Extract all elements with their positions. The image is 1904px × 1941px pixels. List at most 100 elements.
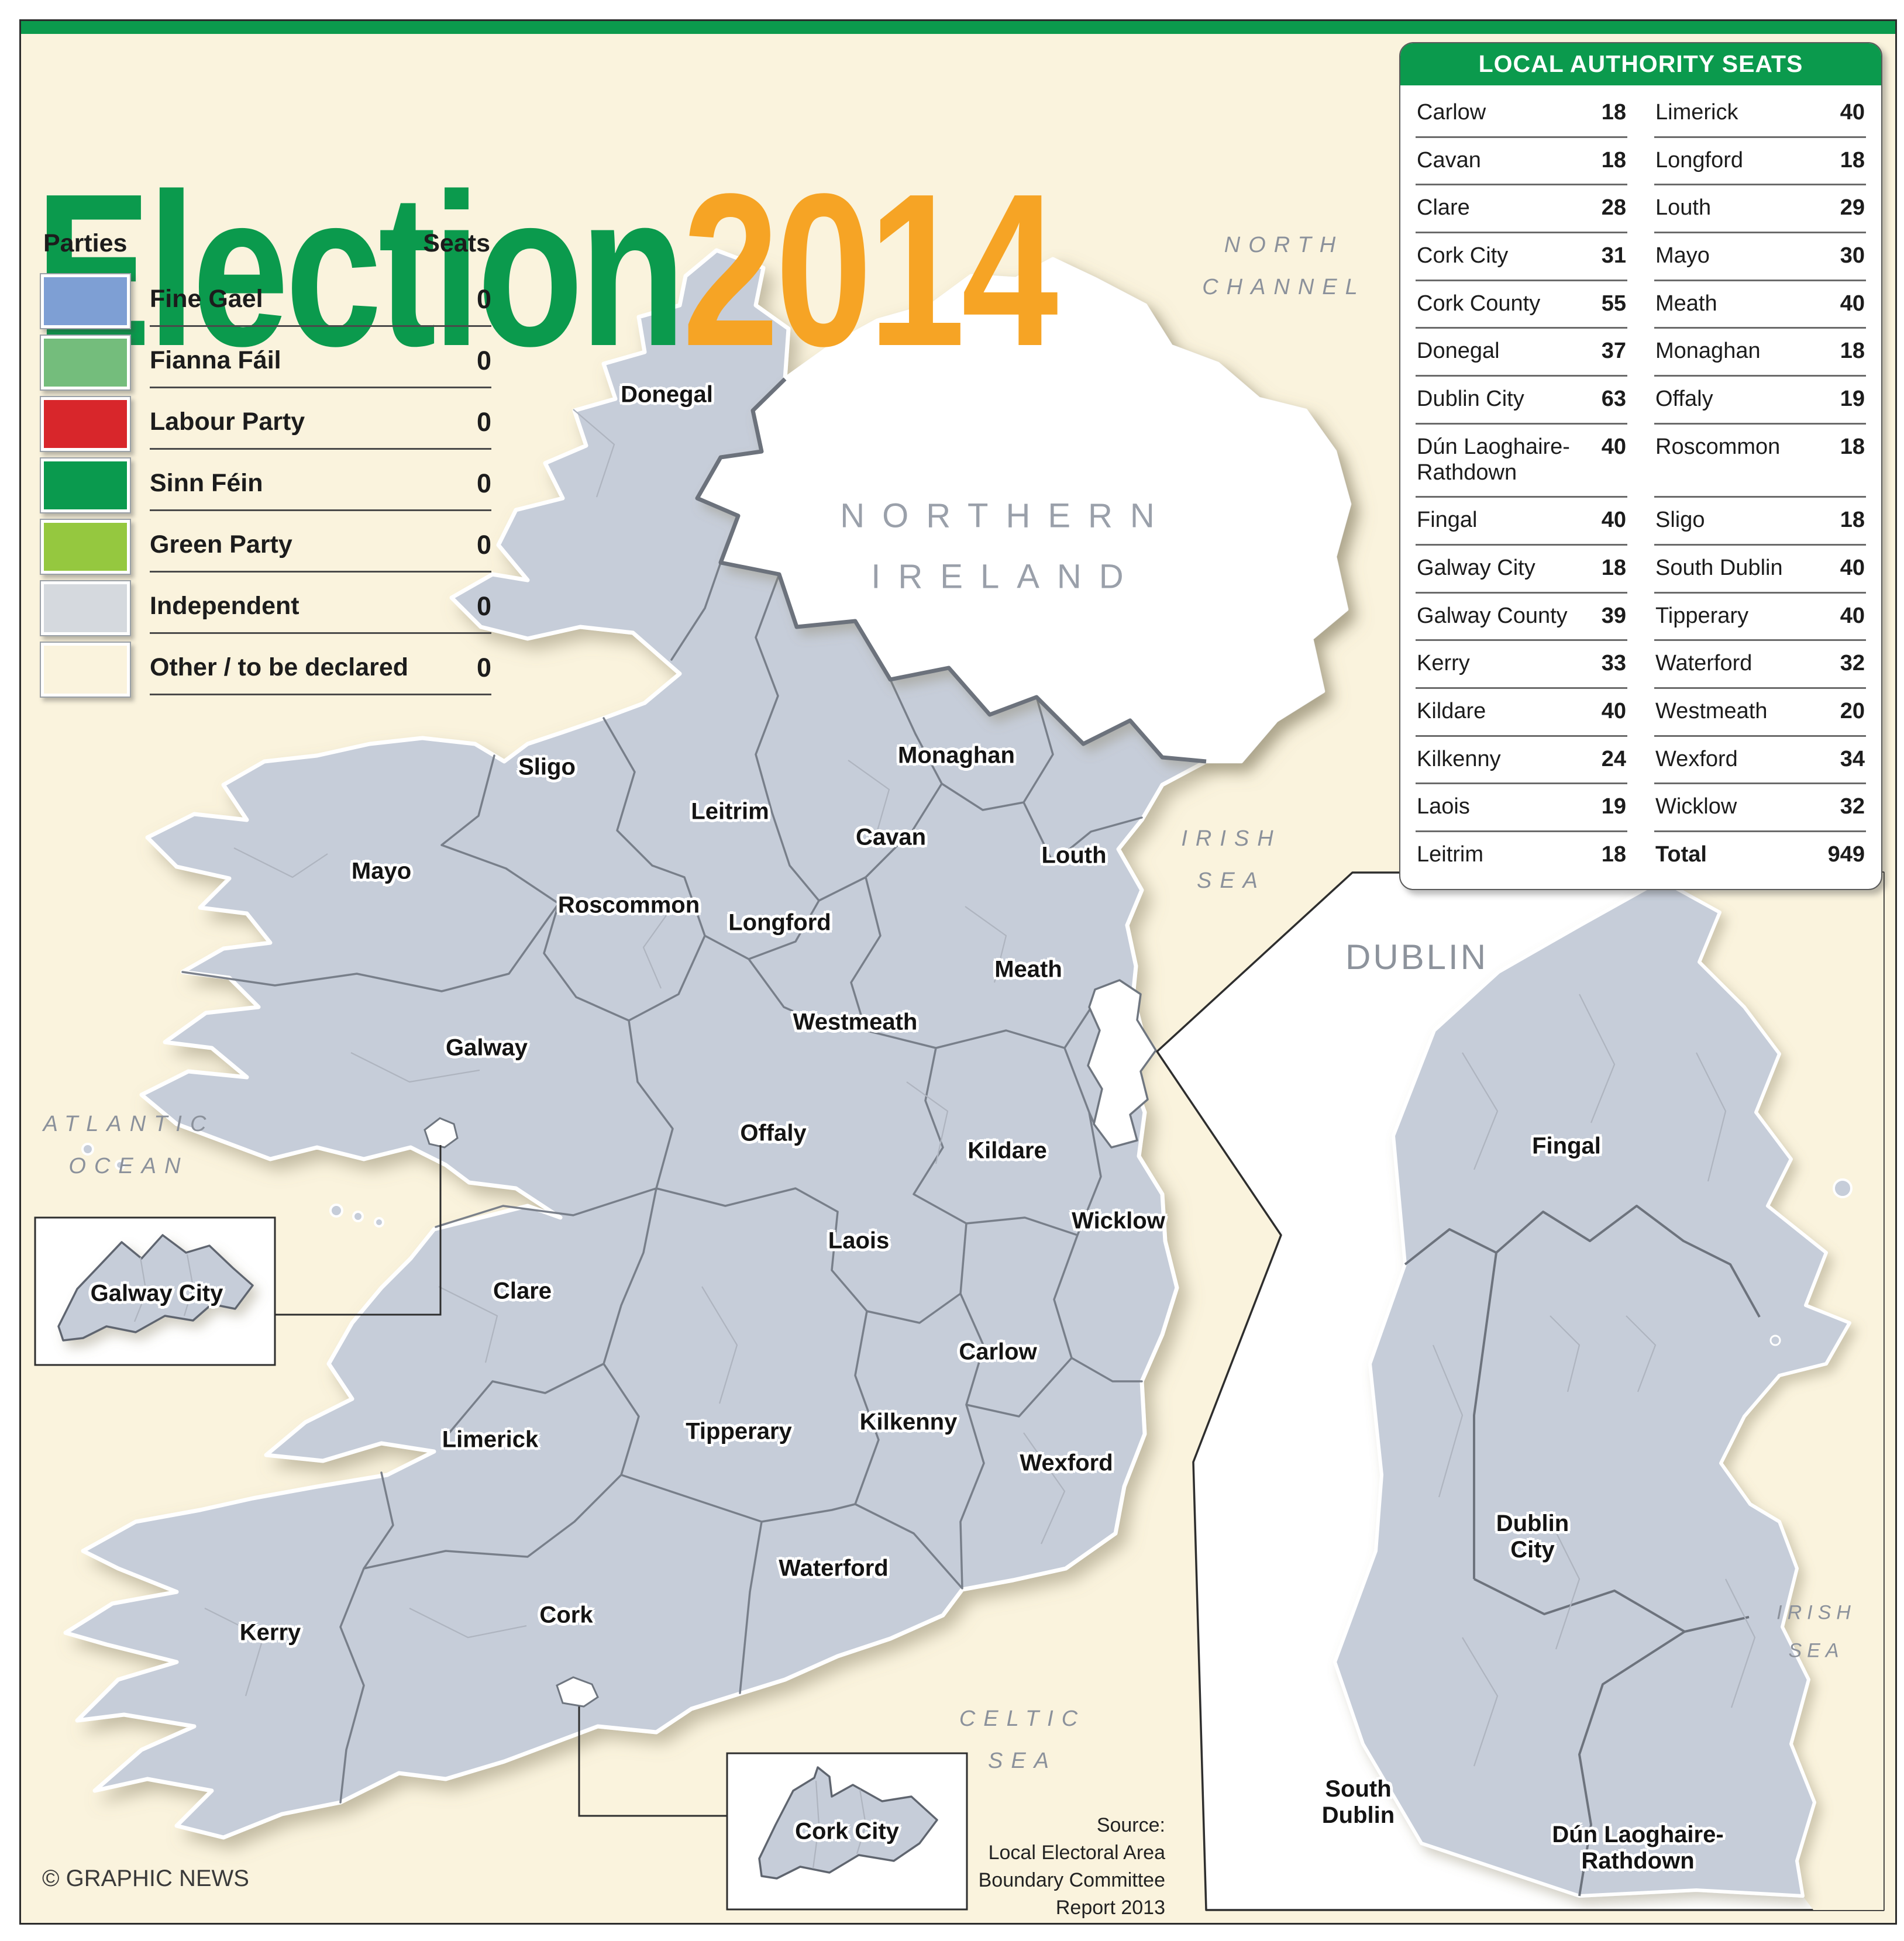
galway-leader-line	[275, 1145, 442, 1316]
title-2014: 2014	[682, 148, 1058, 392]
authority-seats: 40	[1840, 291, 1865, 316]
table-row: Galway County 39	[1416, 594, 1627, 642]
party-color-swatch	[40, 273, 131, 329]
authority-name: Leitrim	[1417, 842, 1484, 867]
legend-line: Fianna Fáil 0	[150, 335, 491, 388]
table-row: Kerry 33	[1416, 641, 1627, 689]
legend-line: Labour Party 0	[150, 396, 491, 450]
party-seat-count: 0	[476, 345, 491, 375]
party-color-swatch	[40, 335, 131, 391]
table-row: Cavan 18	[1416, 138, 1627, 186]
table-row: South Dublin 40	[1654, 546, 1866, 594]
authority-name: Louth	[1655, 195, 1712, 220]
authority-name: Kerry	[1417, 651, 1470, 676]
authority-seats: 33	[1601, 651, 1626, 676]
authority-seats: 18	[1840, 508, 1865, 533]
authority-name: Galway County	[1417, 603, 1568, 628]
galway-city-cutout	[424, 1117, 459, 1149]
galway-city-inset	[34, 1216, 276, 1366]
authority-name: Kildare	[1417, 698, 1486, 723]
authority-seats: 28	[1601, 195, 1626, 220]
authority-name: Carlow	[1417, 100, 1486, 125]
table-row: Cork County 55	[1416, 281, 1627, 329]
party-color-swatch	[40, 519, 131, 575]
authority-seats: 18	[1601, 842, 1626, 867]
party-color-swatch	[40, 642, 131, 698]
authority-name: South Dublin	[1655, 555, 1783, 580]
authority-name: Total	[1655, 842, 1707, 867]
dublin-inset-sea	[1661, 873, 1884, 1910]
party-color-swatch	[40, 457, 131, 513]
table-row: Dublin City 63	[1416, 377, 1627, 425]
table-row: Fingal 40	[1416, 498, 1627, 546]
authority-seats: 40	[1601, 508, 1626, 533]
authority-name: Clare	[1417, 195, 1470, 220]
authority-seats: 949	[1827, 842, 1865, 867]
authority-seats: 29	[1840, 195, 1865, 220]
legend-item: Independent 0	[40, 580, 491, 636]
authority-name: Roscommon	[1655, 434, 1781, 459]
authority-seats: 40	[1840, 555, 1865, 580]
table-row: Roscommon 18	[1654, 425, 1866, 498]
party-seat-count: 0	[476, 591, 491, 621]
authority-name: Cork County	[1417, 291, 1541, 316]
party-seat-count: 0	[476, 652, 491, 682]
party-name: Other / to be declared	[150, 653, 409, 681]
party-color-swatch	[40, 580, 131, 636]
authority-seats: 32	[1840, 794, 1865, 819]
legend-parties-header: Parties	[43, 229, 128, 257]
party-name: Fianna Fáil	[150, 346, 281, 374]
authority-seats: 40	[1840, 100, 1865, 125]
authority-name: Waterford	[1655, 651, 1752, 676]
party-name: Green Party	[150, 530, 292, 558]
legend-line: Sinn Féin 0	[150, 457, 491, 511]
source-line: Report 2013	[1055, 1896, 1165, 1919]
authority-name: Meath	[1655, 291, 1717, 316]
authority-seats: 63	[1601, 387, 1626, 412]
party-color-swatch	[40, 396, 131, 452]
source-line: Local Electoral Area	[988, 1841, 1165, 1864]
table-row: Longford 18	[1654, 138, 1866, 186]
authority-seats: 31	[1601, 243, 1626, 268]
table-row: Cork City 31	[1416, 233, 1627, 281]
cork-city-cutout	[556, 1676, 599, 1708]
authority-name: Sligo	[1655, 508, 1705, 533]
legend-item: Green Party 0	[40, 519, 491, 575]
party-name: Fine Gael	[150, 285, 263, 313]
table-row: Total 949	[1654, 832, 1866, 878]
authority-name: Limerick	[1655, 100, 1738, 125]
table-row: Laois 19	[1416, 784, 1627, 832]
title-election: Election	[35, 148, 686, 392]
dublin-cutout	[1087, 979, 1157, 1149]
county-boundaries	[181, 561, 1143, 1804]
dublin-inset-borders	[1404, 1205, 1761, 1897]
authority-name: Fingal	[1417, 508, 1478, 533]
table-row: Offaly 19	[1654, 377, 1866, 425]
authority-name: Donegal	[1417, 339, 1500, 364]
authority-name: Kilkenny	[1417, 746, 1501, 771]
legend-item: Labour Party 0	[40, 396, 491, 452]
electoral-area-lines	[204, 409, 1066, 1697]
authority-seats: 34	[1840, 746, 1865, 771]
authority-name: Cavan	[1417, 147, 1481, 173]
legend-line: Fine Gael 0	[150, 273, 491, 327]
party-seat-count: 0	[476, 284, 491, 314]
authority-seats: 40	[1601, 434, 1626, 459]
table-row: Galway City 18	[1416, 546, 1627, 594]
party-seat-count: 0	[476, 468, 491, 498]
legend-item: Fianna Fáil 0	[40, 335, 491, 391]
authority-name: Monaghan	[1655, 339, 1761, 364]
table-row: Leitrim 18	[1416, 832, 1627, 878]
authority-seats: 39	[1601, 603, 1626, 628]
dublin-inset-land	[1333, 878, 1851, 1898]
table-row: Kilkenny 24	[1416, 737, 1627, 785]
table-row: Meath 40	[1654, 281, 1866, 329]
authority-seats: 18	[1601, 100, 1626, 125]
authority-name: Longford	[1655, 147, 1744, 173]
source-line: Boundary Committee	[978, 1868, 1165, 1891]
authority-seats: 20	[1840, 698, 1865, 723]
authority-name: Dún Laoghaire-Rathdown	[1417, 434, 1570, 485]
table-row: Dún Laoghaire-Rathdown 40	[1416, 425, 1627, 498]
authority-seats: 40	[1840, 603, 1865, 628]
